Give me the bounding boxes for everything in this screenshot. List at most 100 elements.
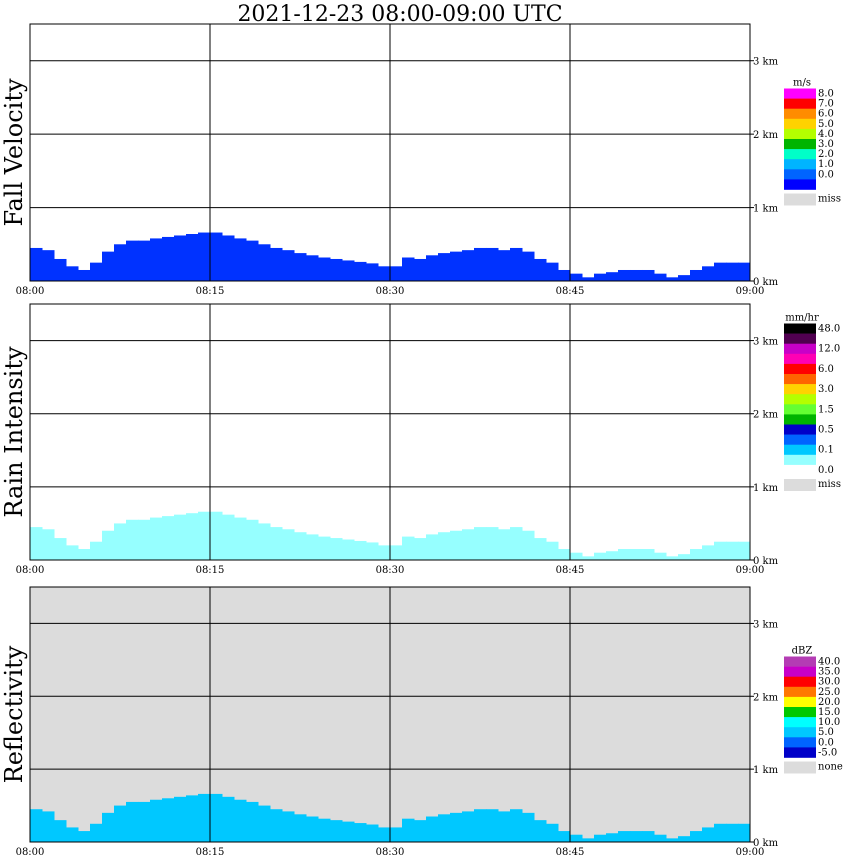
echo-cell xyxy=(246,801,259,842)
echo-cell xyxy=(486,527,499,560)
colorbar-swatch xyxy=(784,747,816,758)
y-tick-label: 1 km xyxy=(753,765,779,776)
echo-cell xyxy=(630,269,643,281)
colorbar-label: 0.0 xyxy=(818,465,834,476)
colorbar-swatch xyxy=(784,159,816,170)
colorbar-label: 30.0 xyxy=(818,677,840,688)
echo-cell xyxy=(402,536,415,560)
echo-cell xyxy=(210,511,223,560)
echo-cell xyxy=(642,269,655,281)
echo-cell xyxy=(534,258,547,281)
colorbar-label: 5.0 xyxy=(818,727,834,738)
colorbar-label: 35.0 xyxy=(818,667,840,678)
echo-cell xyxy=(414,820,427,842)
colorbar-label: 10.0 xyxy=(818,717,840,728)
colorbar-label: 2.0 xyxy=(818,149,834,160)
colorbar-swatch xyxy=(784,169,816,180)
echo-cell xyxy=(546,541,559,560)
echo-cell xyxy=(66,827,79,842)
echo-cell xyxy=(318,818,331,842)
colorbar-label: 12.0 xyxy=(818,344,840,355)
echo-cell xyxy=(270,809,283,842)
colorbar-swatch xyxy=(784,404,816,415)
echo-cell xyxy=(390,266,403,281)
echo-cell xyxy=(210,232,223,281)
echo-cell xyxy=(246,519,259,560)
echo-cell xyxy=(678,275,691,281)
echo-cell xyxy=(378,827,391,842)
echo-cell xyxy=(42,250,55,281)
echo-cell xyxy=(174,796,187,842)
colorbar-label: 0.0 xyxy=(818,169,834,180)
x-tick-label: 08:15 xyxy=(196,286,225,297)
echo-cell xyxy=(666,556,679,560)
echo-cell xyxy=(690,549,703,560)
colorbar-swatch xyxy=(784,384,816,395)
echo-cell xyxy=(378,266,391,281)
colorbar-swatch xyxy=(784,434,816,445)
echo-cell xyxy=(270,247,283,281)
echo-cell xyxy=(474,527,487,560)
panel-label: Rain Intensity xyxy=(0,346,28,518)
echo-cell xyxy=(630,549,643,560)
echo-cell xyxy=(234,517,247,560)
x-tick-label: 08:00 xyxy=(16,286,45,297)
colorbar-label: 20.0 xyxy=(818,697,840,708)
x-tick-label: 08:30 xyxy=(376,565,405,576)
y-tick-label: 0 km xyxy=(753,556,779,567)
echo-cell xyxy=(78,269,91,281)
colorbar-swatch xyxy=(784,414,816,425)
echo-cell xyxy=(582,838,595,842)
colorbar-swatch xyxy=(784,656,816,667)
colorbar-label: 6.0 xyxy=(818,109,834,120)
echo-cell xyxy=(606,833,619,842)
echo-cell xyxy=(222,235,235,281)
echo-cell xyxy=(54,820,67,842)
x-tick-label: 09:00 xyxy=(736,286,765,297)
echo-cell xyxy=(570,834,583,842)
y-tick-label: 3 km xyxy=(753,619,779,630)
echo-cell xyxy=(66,545,79,560)
colorbar-swatch xyxy=(784,686,816,698)
echo-cell xyxy=(258,244,271,281)
echo-cell xyxy=(222,514,235,560)
echo-cell xyxy=(54,538,67,560)
echo-cell xyxy=(738,823,751,842)
colorbar-label: 48.0 xyxy=(818,324,840,335)
echo-cell xyxy=(438,814,451,842)
colorbar: m/s 8.07.06.05.04.03.02.01.00.0 miss xyxy=(784,78,841,206)
colorbar-label: 3.0 xyxy=(818,384,834,395)
plot-frame xyxy=(29,586,751,843)
echo-cell xyxy=(174,235,187,281)
y-tick-label: 2 km xyxy=(753,692,779,703)
colorbar-swatch xyxy=(784,717,816,728)
echo-cell xyxy=(402,257,415,281)
echo-cell xyxy=(294,532,307,560)
echo-cell xyxy=(510,809,523,842)
echo-cell xyxy=(246,240,259,281)
echo-cell xyxy=(474,247,487,281)
colorbar-label: -5.0 xyxy=(818,747,837,758)
colorbar-label: 7.0 xyxy=(818,99,834,110)
echo-cell xyxy=(510,247,523,281)
echo-cell xyxy=(498,811,511,842)
echo-cell xyxy=(462,811,475,842)
echo-cell xyxy=(42,811,55,842)
echo-cell xyxy=(282,250,295,281)
x-tick-label: 08:45 xyxy=(556,847,585,858)
y-tick-label: 1 km xyxy=(753,483,779,494)
echo-cell xyxy=(594,834,607,842)
echo-cell xyxy=(126,519,139,560)
colorbar-swatch xyxy=(784,424,816,435)
echo-cell xyxy=(426,816,439,842)
colorbar-swatch xyxy=(784,666,816,677)
echo-cell xyxy=(30,527,43,560)
echo-cell xyxy=(390,545,403,560)
echo-cell xyxy=(186,513,199,560)
echo-cell xyxy=(342,260,355,281)
x-tick-label: 08:45 xyxy=(556,565,585,576)
echo-cell xyxy=(486,809,499,842)
echo-cell xyxy=(654,834,667,842)
colorbar-swatch xyxy=(784,139,816,150)
